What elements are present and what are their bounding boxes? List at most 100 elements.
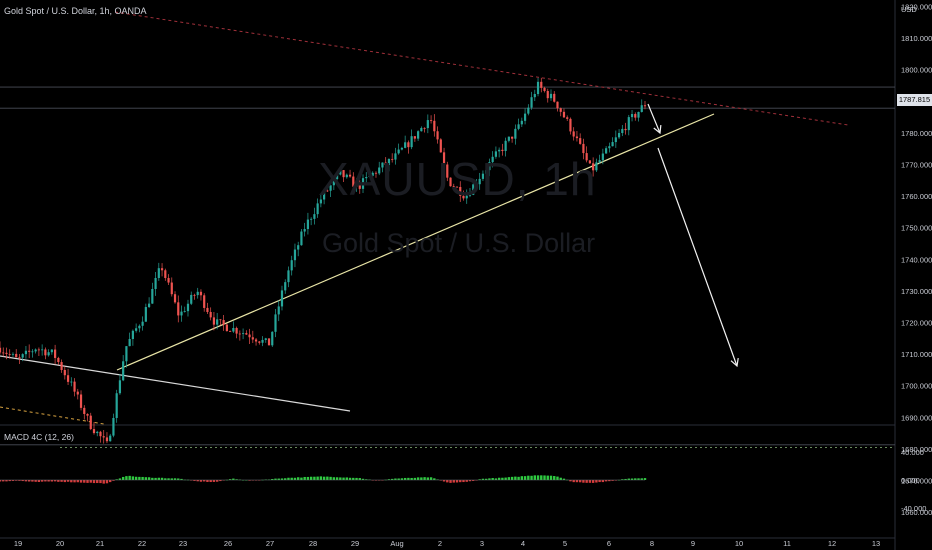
macd-bar	[413, 477, 417, 480]
candle-body	[527, 107, 530, 114]
macd-bar	[66, 480, 70, 482]
candle-body	[361, 178, 365, 189]
lower-trendline	[0, 355, 351, 412]
y-tick-label: 1820.000	[901, 3, 932, 12]
candle-body	[481, 173, 485, 179]
macd-bar	[86, 480, 89, 483]
x-tick-label: 26	[224, 539, 232, 548]
macd-bar	[478, 479, 481, 480]
macd-bar	[403, 477, 407, 480]
candle-body	[248, 334, 251, 338]
candle-body	[342, 170, 345, 178]
macd-bar	[70, 480, 73, 483]
candle-body	[608, 146, 611, 149]
candle-body	[190, 294, 193, 304]
macd-bar	[624, 478, 627, 480]
candle-body	[251, 337, 254, 340]
macd-bar	[60, 480, 63, 482]
candle-body	[313, 214, 316, 219]
candle-body	[115, 393, 118, 418]
candle-body	[368, 175, 371, 178]
macd-bar	[390, 478, 394, 480]
macd-bar	[387, 479, 391, 480]
macd-bar	[196, 480, 199, 482]
candle-body	[540, 81, 543, 88]
candle-body	[417, 131, 420, 139]
candle-body	[410, 136, 413, 148]
x-tick-label: 12	[828, 539, 836, 548]
candle-body	[170, 282, 173, 295]
macd-bar	[494, 478, 498, 480]
candle-body	[196, 291, 199, 296]
candle-body	[219, 319, 222, 321]
x-tick-label: 13	[872, 539, 880, 548]
y-tick-label: 1700.000	[901, 382, 932, 391]
macd-bar	[374, 480, 378, 481]
macd-bar	[407, 477, 410, 480]
candle-body	[24, 350, 28, 355]
macd-bar	[462, 480, 465, 483]
candle-body	[391, 158, 394, 160]
macd-bar	[27, 480, 31, 482]
macd-tick-label: 0.000	[901, 476, 920, 485]
watermark-name: Gold Spot / U.S. Dollar	[322, 228, 596, 258]
candle-body	[384, 162, 387, 166]
candle-body	[264, 338, 267, 340]
macd-legend[interactable]: MACD 4C (12, 26)	[4, 432, 74, 442]
macd-bar	[517, 476, 520, 480]
macd-bar	[546, 475, 549, 480]
candle-body	[203, 295, 206, 308]
macd-bar	[468, 480, 472, 482]
candle-body	[475, 184, 478, 186]
candle-body	[274, 314, 277, 332]
macd-bar	[24, 480, 28, 482]
macd-bar	[144, 477, 148, 480]
candle-body	[232, 327, 235, 332]
candle-body	[566, 117, 569, 119]
x-tick-label: 8	[650, 539, 654, 548]
candle-body	[433, 120, 436, 132]
macd-bar	[326, 476, 329, 480]
candle-body	[452, 186, 455, 187]
candle-body	[595, 162, 598, 171]
macd-bar	[89, 480, 92, 483]
x-tick-label: 4	[521, 539, 525, 548]
candle-body	[8, 353, 11, 355]
macd-bar	[481, 478, 485, 480]
macd-bar	[274, 478, 277, 480]
macd-bar	[637, 478, 640, 480]
candle-body	[267, 338, 271, 346]
x-tick-label: 9	[691, 539, 695, 548]
macd-bar	[530, 475, 533, 480]
candle-body	[365, 177, 368, 179]
macd-bar	[131, 476, 135, 480]
candle-body	[520, 120, 523, 125]
macd-bar	[514, 476, 517, 480]
candle-body	[34, 349, 37, 352]
candle-body	[394, 153, 397, 160]
macd-bar	[287, 477, 290, 480]
candle-body	[491, 156, 494, 163]
macd-bar	[79, 480, 83, 483]
macd-bar	[329, 476, 332, 480]
macd-bar	[410, 477, 413, 480]
macd-bar	[83, 480, 86, 483]
candle-body	[556, 101, 559, 109]
candle-body	[355, 182, 358, 187]
candle-body	[488, 162, 491, 171]
candle-body	[643, 105, 647, 107]
candle-body	[397, 149, 400, 154]
candle-body	[378, 167, 381, 174]
macd-bar	[449, 480, 452, 483]
macd-bar	[293, 477, 297, 480]
macd-bar	[31, 480, 34, 482]
macd-bar	[621, 479, 624, 480]
candle-body	[144, 307, 147, 322]
candle-body	[11, 353, 15, 355]
macd-bar	[0, 480, 2, 482]
macd-bar	[125, 476, 128, 480]
candle-body	[209, 311, 212, 318]
macd-bar	[348, 477, 352, 480]
x-tick-label: 11	[783, 539, 791, 548]
